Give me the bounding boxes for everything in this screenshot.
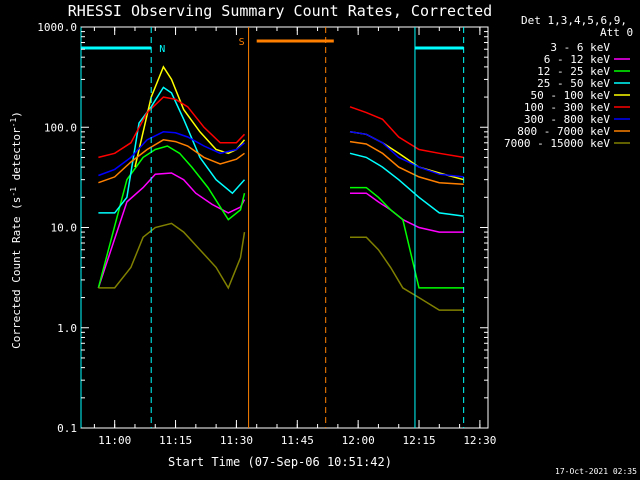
x-axis-label: Start Time (07-Sep-06 10:51:42): [168, 455, 392, 469]
legend-label: 300 - 800 keV: [524, 113, 610, 126]
plot-border: [80, 26, 489, 429]
annotations: NS: [80, 27, 465, 428]
series-line-7-0: [98, 139, 245, 184]
x-tick-label: 11:00: [98, 434, 131, 447]
series-line-6-1: [349, 131, 464, 178]
plot-frame: [80, 26, 489, 429]
footer-timestamp: 17-Oct-2021 02:35: [555, 467, 637, 476]
series-line-4-0: [134, 65, 246, 168]
x-tick-label: 11:45: [281, 434, 314, 447]
x-tick-label: 12:15: [402, 434, 435, 447]
series-line-6-0: [98, 131, 245, 177]
legend-label: 100 - 300 keV: [524, 101, 610, 114]
x-tick-label: 12:00: [342, 434, 375, 447]
series-line-5-0: [98, 96, 246, 159]
y-tick-label: 10.0: [51, 222, 78, 235]
series-line-1-1: [350, 192, 464, 233]
series-line-0-0: [97, 212, 246, 289]
series-line-5-1: [349, 106, 464, 159]
y-tick-label: 1000.0: [37, 21, 77, 34]
series-line-0-1: [349, 226, 412, 281]
series-line-3-0: [98, 86, 246, 214]
legend-header-1: Det 1,3,4,5,6,9,: [521, 14, 627, 27]
series-line-7-1: [349, 140, 464, 186]
legend-header-2: Att 0: [600, 26, 633, 39]
series-line-2-0: [97, 145, 246, 289]
series-group: [97, 65, 464, 311]
series-line-3-1: [349, 152, 464, 217]
legend-label: 800 - 7000 keV: [517, 125, 610, 138]
legend-label: 7000 - 15000 keV: [504, 137, 610, 150]
legend-label: 3 - 6 keV: [550, 41, 610, 54]
x-tick-label: 11:15: [159, 434, 192, 447]
saa-label: S: [239, 37, 245, 48]
series-line-8-0: [98, 222, 246, 290]
legend-label: 50 - 100 keV: [531, 89, 611, 102]
chart-title: RHESSI Observing Summary Count Rates, Co…: [68, 2, 492, 20]
series-line-1-0: [97, 172, 246, 289]
axis-ticks: 0.1 1.0 10.0 100.0 1000.0 11:00 11:15 11:30 11:4…: [37, 21, 496, 447]
legend-label: 25 - 50 keV: [537, 77, 610, 90]
legend-label: 6 - 12 keV: [544, 53, 611, 66]
y-tick-label: 1.0: [57, 322, 77, 335]
y-tick-label: 0.1: [57, 422, 77, 435]
series-line-8-1: [350, 236, 464, 311]
series-line-2-1: [350, 186, 464, 289]
night-label: N: [159, 44, 165, 55]
y-tick-label: 100.0: [44, 121, 77, 134]
x-tick-label: 12:30: [463, 434, 496, 447]
x-tick-label: 11:30: [220, 434, 253, 447]
y-axis-label: Corrected Count Rate (s-1 detector-1): [9, 111, 23, 349]
legend-label: 12 - 25 keV: [537, 65, 610, 78]
series-line-4-1: [349, 131, 464, 181]
